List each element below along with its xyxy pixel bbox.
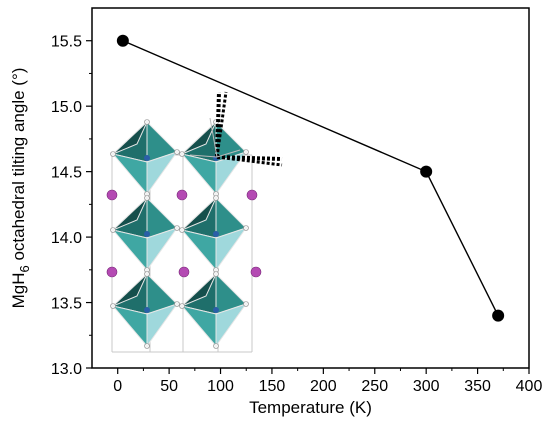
data-point: [116, 34, 129, 47]
x-tick-label: 350: [464, 378, 491, 395]
octahedron: [110, 119, 180, 197]
octahedron: [179, 195, 249, 273]
x-axis-label: Temperature (K): [249, 398, 372, 417]
y-axis-label: MgH6 octahedral tilting angle (°): [9, 68, 32, 309]
y-tick-label: 13.0: [51, 361, 82, 378]
y-axis-label-prefix: MgH: [9, 273, 28, 309]
y-tick-label: 15.5: [51, 34, 82, 51]
x-tick-label: 200: [310, 378, 337, 395]
y-tick-label: 14.5: [51, 165, 82, 182]
cation-atom: [176, 189, 188, 201]
crystal-structure-inset: [106, 91, 283, 353]
y-tick-label: 13.5: [51, 296, 82, 313]
cation-atom: [106, 189, 118, 201]
x-tick-label: 100: [207, 378, 234, 395]
x-tick-label: 50: [160, 378, 178, 395]
octahedron: [110, 195, 180, 273]
cation-atom: [246, 189, 258, 201]
y-tick-label: 14.0: [51, 230, 82, 247]
x-tick-label: 250: [361, 378, 388, 395]
data-point: [492, 309, 505, 322]
x-tick-label: 0: [113, 378, 122, 395]
x-tick-label: 150: [259, 378, 286, 395]
y-tick-label: 15.0: [51, 99, 82, 116]
cation-atom: [106, 266, 118, 278]
y-axis-label-subscript: 6: [17, 265, 32, 272]
octahedron: [110, 271, 180, 349]
y-axis: 13.0 13.5 14.0 14.5 15.0 15.5: [51, 34, 92, 378]
tilt-angle-indicator: [215, 91, 283, 167]
cation-atom: [178, 266, 190, 278]
x-axis: 0 50 100 150 200 250 300 350 400: [113, 368, 542, 395]
octahedron: [179, 271, 249, 349]
cation-atom: [250, 266, 262, 278]
series-line: [122, 40, 499, 316]
data-series: [116, 34, 505, 322]
y-axis-label-suffix: octahedral tilting angle (°): [9, 68, 28, 266]
plot-frame: [91, 7, 530, 369]
x-tick-label: 400: [516, 378, 543, 395]
x-tick-label: 300: [413, 378, 440, 395]
data-point: [420, 165, 433, 178]
